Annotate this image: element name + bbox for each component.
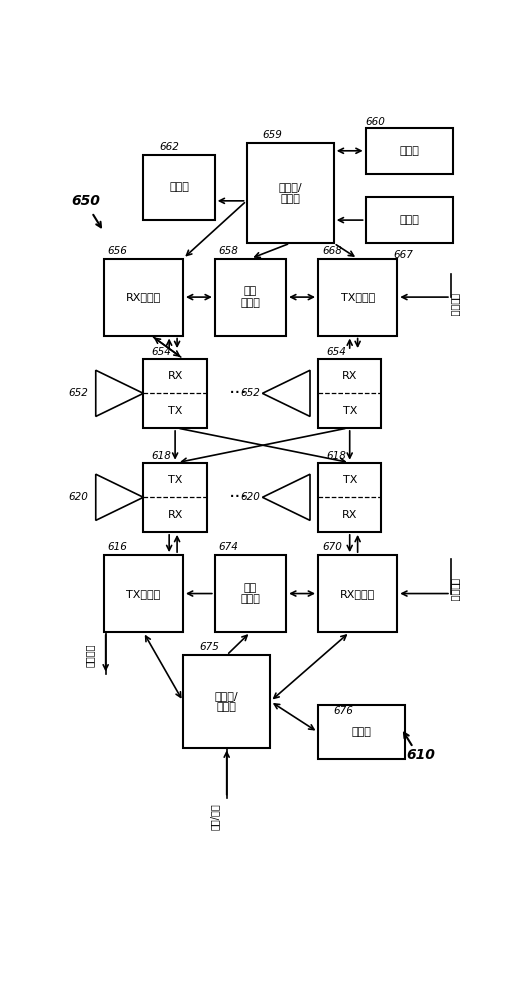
Text: 610: 610 [407,748,436,762]
Text: TX: TX [168,406,182,416]
Text: RX: RX [167,510,183,520]
Text: 656: 656 [108,246,127,256]
Text: 存储器: 存储器 [399,146,419,156]
Text: 676: 676 [334,706,354,716]
Text: 658: 658 [219,246,239,256]
Text: 650: 650 [71,194,100,208]
FancyBboxPatch shape [143,463,207,532]
Text: TX: TX [343,475,357,485]
Text: 参考信号: 参考信号 [450,293,460,317]
FancyBboxPatch shape [247,143,334,243]
Text: 控制器/
处理器: 控制器/ 处理器 [279,182,302,204]
Text: 存储器: 存储器 [352,727,372,737]
FancyBboxPatch shape [318,359,381,428]
FancyBboxPatch shape [366,128,453,174]
Text: 652: 652 [68,388,88,398]
Text: 数据宿: 数据宿 [169,182,189,192]
Text: 618: 618 [152,451,171,461]
Text: 668: 668 [322,246,342,256]
Text: RX处理器: RX处理器 [126,292,161,302]
Text: ···: ··· [229,384,248,403]
Text: 控制器/
处理器: 控制器/ 处理器 [215,691,239,712]
Text: 667: 667 [393,250,413,260]
Text: 670: 670 [322,542,342,552]
Text: TX: TX [343,406,357,416]
Text: 618: 618 [326,451,346,461]
Text: RX: RX [167,371,183,381]
Text: 660: 660 [366,117,386,127]
Text: 信道
估计器: 信道 估计器 [241,583,261,604]
Text: 信道
估计器: 信道 估计器 [241,286,261,308]
Text: 662: 662 [159,142,179,152]
Text: 620: 620 [241,492,261,502]
FancyBboxPatch shape [103,259,183,336]
FancyBboxPatch shape [318,705,406,759]
Text: ···: ··· [229,488,248,507]
Polygon shape [262,370,310,416]
Text: 654: 654 [326,347,346,357]
Text: 659: 659 [262,130,282,140]
Text: 674: 674 [219,542,239,552]
Text: 616: 616 [108,542,127,552]
Text: RX处理器: RX处理器 [340,589,375,599]
Text: 675: 675 [199,642,219,652]
Text: 652: 652 [241,388,261,398]
Text: RX: RX [342,371,357,381]
Polygon shape [96,474,143,520]
Text: 654: 654 [152,347,171,357]
Text: 参考信号: 参考信号 [85,643,95,667]
FancyBboxPatch shape [143,359,207,428]
Text: 参考信号: 参考信号 [450,578,460,601]
FancyBboxPatch shape [318,259,397,336]
FancyBboxPatch shape [183,655,270,748]
Text: RX: RX [342,510,357,520]
FancyBboxPatch shape [318,463,381,532]
FancyBboxPatch shape [366,197,453,243]
FancyBboxPatch shape [103,555,183,632]
FancyBboxPatch shape [215,555,286,632]
Text: TX处理器: TX处理器 [340,292,375,302]
Text: TX: TX [168,475,182,485]
FancyBboxPatch shape [318,555,397,632]
Text: 数据源: 数据源 [399,215,419,225]
FancyBboxPatch shape [143,155,215,220]
Polygon shape [96,370,143,416]
Polygon shape [262,474,310,520]
FancyBboxPatch shape [215,259,286,336]
Text: 控制/数据: 控制/数据 [210,803,220,830]
Text: 620: 620 [68,492,88,502]
Text: TX处理器: TX处理器 [126,589,160,599]
